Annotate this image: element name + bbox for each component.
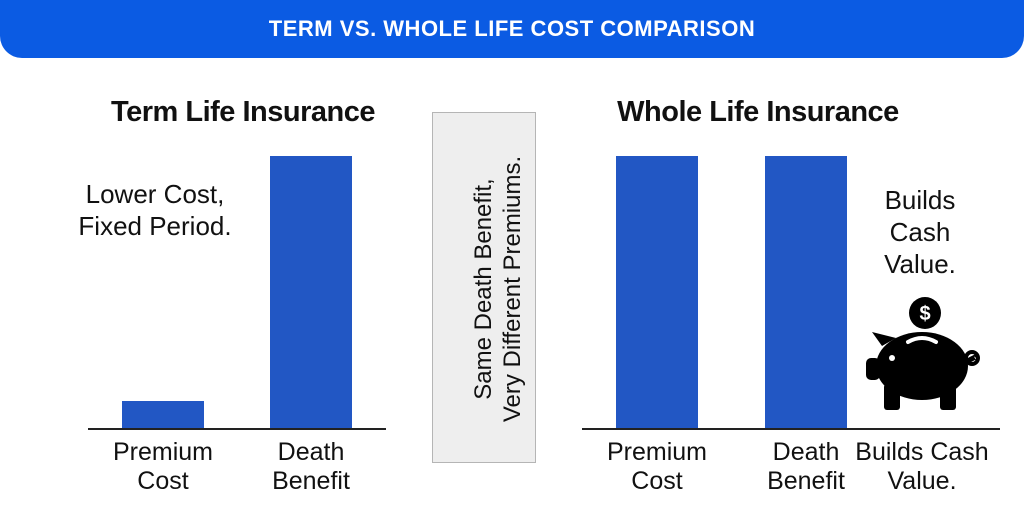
- x-tick-label: Premium Cost: [112, 438, 213, 495]
- svg-text:$: $: [919, 303, 930, 325]
- header-title: TERM VS. WHOLE LIFE COST COMPARISON: [268, 16, 756, 41]
- x-tick-label: Premium Cost: [606, 438, 707, 495]
- annotation: Builds Cash Value.: [884, 185, 956, 279]
- bar: [122, 400, 204, 428]
- header-bar: TERM VS. WHOLE LIFE COST COMPARISON: [0, 0, 1024, 58]
- annotation: Lower Cost, Fixed Period.: [78, 179, 232, 241]
- center-note: Same Death Benefit, Very Different Premi…: [469, 114, 526, 464]
- baseline: [88, 428, 386, 430]
- x-tick-label: Death Benefit: [272, 438, 350, 495]
- bar: [616, 156, 698, 428]
- center-note-box: [432, 112, 536, 463]
- x-tick-label: Builds Cash Value.: [855, 438, 989, 495]
- note-line: Same Death Benefit,: [470, 178, 497, 400]
- chart-title: Term Life Insurance: [111, 96, 375, 128]
- note-line: Very Different Premiums.: [499, 155, 526, 423]
- chart-title: Whole Life Insurance: [617, 96, 899, 128]
- piggy-bank-icon: $: [866, 297, 980, 410]
- bar: [765, 156, 847, 428]
- bar: [270, 156, 352, 428]
- x-tick-label: Death Benefit: [767, 438, 845, 495]
- baseline: [582, 428, 1000, 430]
